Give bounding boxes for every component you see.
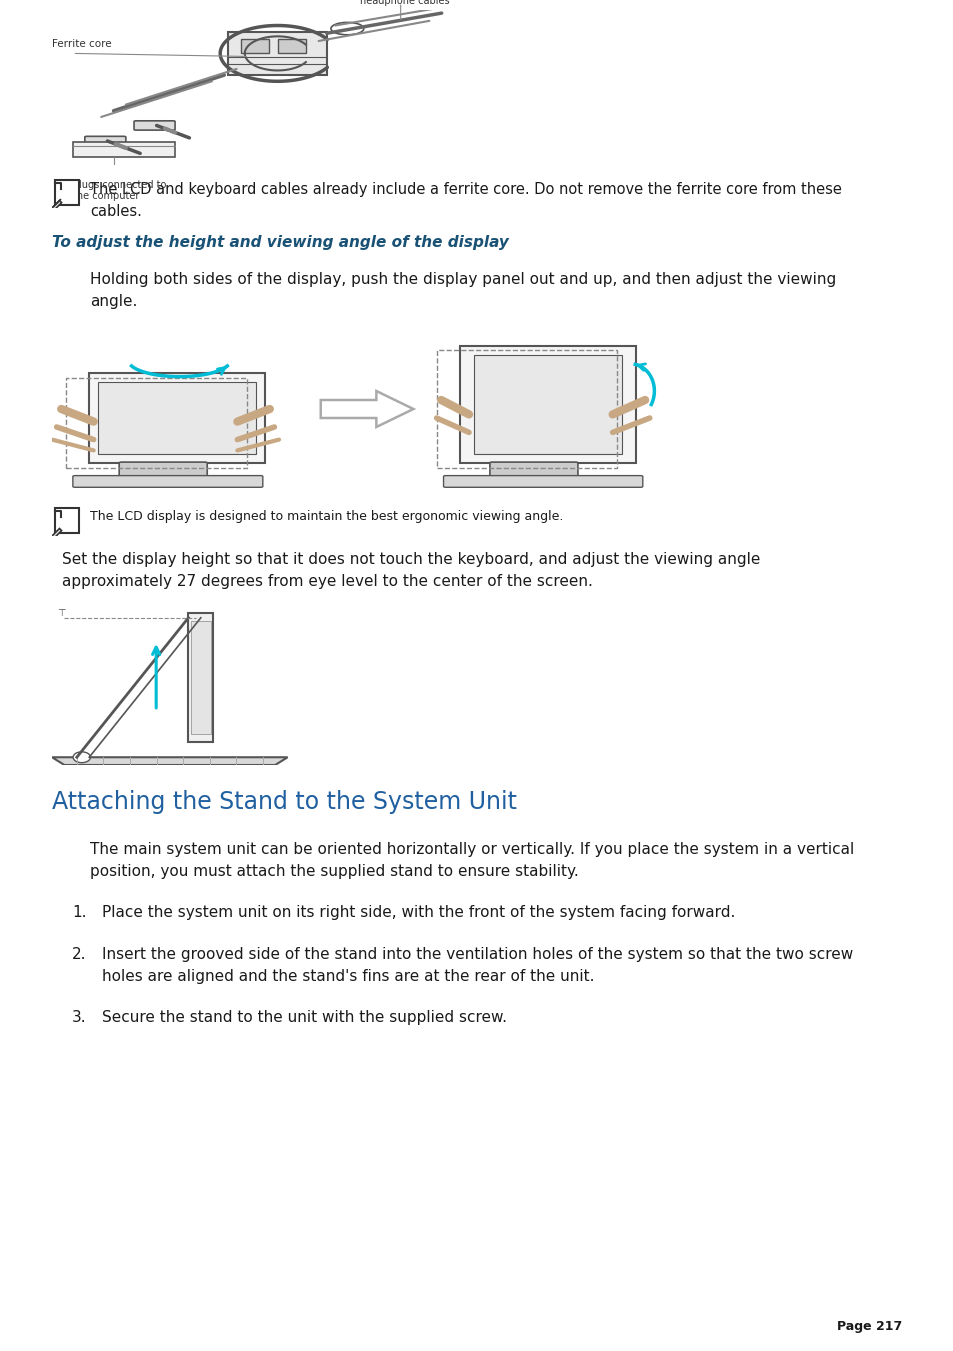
FancyBboxPatch shape: [72, 142, 175, 157]
FancyBboxPatch shape: [85, 136, 126, 146]
Bar: [277, 39, 306, 54]
Polygon shape: [52, 758, 288, 765]
Polygon shape: [52, 200, 62, 211]
Text: angle.: angle.: [90, 295, 137, 309]
FancyBboxPatch shape: [98, 382, 255, 454]
Circle shape: [73, 751, 91, 763]
Text: headphone cables: headphone cables: [359, 0, 449, 5]
Text: cables.: cables.: [90, 204, 142, 219]
Text: holes are aligned and the stand's fins are at the rear of the unit.: holes are aligned and the stand's fins a…: [102, 969, 594, 984]
Polygon shape: [191, 621, 211, 734]
FancyBboxPatch shape: [89, 373, 265, 463]
FancyBboxPatch shape: [459, 346, 636, 463]
Text: Page 217: Page 217: [836, 1320, 901, 1333]
FancyBboxPatch shape: [228, 31, 327, 76]
FancyBboxPatch shape: [72, 476, 263, 488]
FancyBboxPatch shape: [474, 355, 621, 454]
Bar: [240, 39, 269, 54]
Text: The LCD and keyboard cables already include a ferrite core. Do not remove the fe: The LCD and keyboard cables already incl…: [90, 182, 841, 197]
Text: Attaching the Stand to the System Unit: Attaching the Stand to the System Unit: [52, 790, 517, 815]
FancyBboxPatch shape: [55, 508, 79, 534]
Polygon shape: [52, 528, 62, 538]
FancyBboxPatch shape: [55, 180, 79, 205]
Text: 1.: 1.: [71, 905, 87, 920]
FancyBboxPatch shape: [490, 462, 578, 477]
Text: 2.: 2.: [71, 947, 87, 962]
Text: Ferrite core: Ferrite core: [52, 39, 112, 49]
Text: ⊤: ⊤: [57, 608, 66, 619]
Text: To adjust the height and viewing angle of the display: To adjust the height and viewing angle o…: [52, 235, 508, 250]
Text: Secure the stand to the unit with the supplied screw.: Secure the stand to the unit with the su…: [102, 1011, 506, 1025]
Polygon shape: [189, 613, 213, 742]
Text: The main system unit can be oriented horizontally or vertically. If you place th: The main system unit can be oriented hor…: [90, 842, 853, 857]
Text: Plugs connected to: Plugs connected to: [72, 180, 166, 190]
Text: Holding both sides of the display, push the display panel out and up, and then a: Holding both sides of the display, push …: [90, 272, 836, 286]
Text: Set the display height so that it does not touch the keyboard, and adjust the vi: Set the display height so that it does n…: [62, 553, 760, 567]
Text: Place the system unit on its right side, with the front of the system facing for: Place the system unit on its right side,…: [102, 905, 735, 920]
FancyBboxPatch shape: [443, 476, 642, 488]
Text: The LCD display is designed to maintain the best ergonomic viewing angle.: The LCD display is designed to maintain …: [90, 509, 563, 523]
Text: 3.: 3.: [71, 1011, 87, 1025]
FancyBboxPatch shape: [119, 462, 207, 477]
Text: approximately 27 degrees from eye level to the center of the screen.: approximately 27 degrees from eye level …: [62, 574, 592, 589]
Text: position, you must attach the supplied stand to ensure stability.: position, you must attach the supplied s…: [90, 865, 578, 880]
FancyBboxPatch shape: [134, 120, 175, 130]
Text: Insert the grooved side of the stand into the ventilation holes of the system so: Insert the grooved side of the stand int…: [102, 947, 852, 962]
Text: the computer: the computer: [72, 190, 139, 201]
